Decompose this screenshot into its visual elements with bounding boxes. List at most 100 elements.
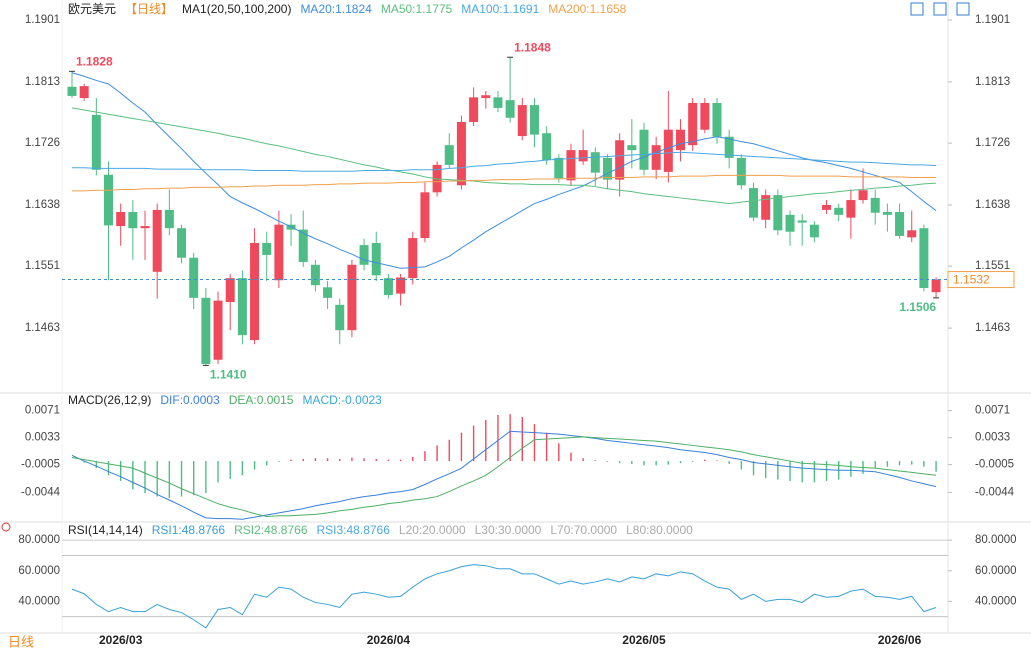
candle-body <box>505 100 515 118</box>
y-tick-label: 0.0033 <box>25 432 60 444</box>
y-tick-label: 1.1551 <box>25 260 60 272</box>
indicator-line <box>71 564 937 629</box>
candle-body <box>797 220 807 223</box>
annotation: 1.1506 <box>899 300 936 314</box>
candle-body <box>128 212 138 229</box>
candle-body <box>615 140 625 180</box>
legend-label: L80:80.0000 <box>626 523 693 537</box>
legend-label: DIF:0.0003 <box>160 393 220 407</box>
legend-label: RSI1:48.8766 <box>152 523 226 537</box>
y-tick-label-right: 1.1813 <box>975 76 1010 88</box>
candle-body <box>858 190 868 201</box>
candle-body <box>371 242 381 276</box>
x-tick-label: 2026/05 <box>622 633 666 647</box>
candle-body <box>907 230 917 238</box>
candle-body <box>201 297 211 364</box>
indicator-line <box>71 72 937 269</box>
candle-body <box>152 209 162 272</box>
candle-body <box>651 145 661 170</box>
y-tick-label-right: 80.0000 <box>975 534 1017 546</box>
y-tick-label: 1.1726 <box>25 137 60 149</box>
candle-body <box>578 150 588 162</box>
candle-body <box>79 86 89 99</box>
candle-body <box>396 277 406 294</box>
candle-body <box>749 188 759 218</box>
candle-body <box>323 287 333 298</box>
candle-body <box>91 114 101 170</box>
candle-body <box>456 121 466 186</box>
candle-body <box>724 136 734 158</box>
y-tick-label: 0.0071 <box>25 405 60 417</box>
y-tick-label-right: 1.1726 <box>975 137 1010 149</box>
candle-body <box>310 264 320 286</box>
candle-body <box>347 264 357 331</box>
last-price-tag <box>947 271 1015 289</box>
legend-label: RSI(14,14,14) <box>68 523 143 537</box>
y-tick-label: -0.0044 <box>21 486 61 498</box>
icon-layout[interactable] <box>933 2 947 16</box>
candle-body <box>590 152 600 173</box>
y-tick-label: 60.0000 <box>18 565 60 577</box>
annotation: 1.1828 <box>76 54 113 68</box>
candle-body <box>225 278 235 303</box>
x-tick-label: 2026/03 <box>99 633 143 647</box>
candle-body <box>663 129 673 172</box>
candle-body <box>420 192 430 239</box>
y-tick-label: 1.1638 <box>25 199 60 211</box>
candle-body <box>237 278 247 336</box>
candle-body <box>542 133 552 160</box>
legend-label: MA1(20,50,100,200) <box>182 2 291 16</box>
y-tick-label-right: 40.0000 <box>975 595 1017 607</box>
y-tick-label: 1.1901 <box>25 14 60 26</box>
legend-label: RSI2:48.8766 <box>234 523 308 537</box>
candle-body <box>895 212 905 236</box>
candle-body <box>602 157 612 180</box>
candle-body <box>335 304 345 331</box>
candle-body <box>822 204 832 210</box>
candle-body <box>359 245 369 265</box>
legend-label: DEA:0.0015 <box>229 393 294 407</box>
candle-body <box>773 195 783 231</box>
legend-label: L30:30.0000 <box>475 523 542 537</box>
candle-body <box>104 174 114 226</box>
legend-label: L20:20.0000 <box>399 523 466 537</box>
candle-body <box>140 226 150 229</box>
legend-label: MA100:1.1691 <box>461 2 539 16</box>
legend-label: L70:70.0000 <box>550 523 617 537</box>
y-tick-label: 80.0000 <box>18 534 60 546</box>
indicator-line <box>71 436 937 517</box>
candle-body <box>517 105 527 137</box>
candle-body <box>554 157 564 179</box>
candle-body <box>834 207 844 215</box>
candle-body <box>529 105 539 135</box>
y-tick-label: 1.1813 <box>25 76 60 88</box>
candle-body <box>919 228 929 288</box>
indicator-line <box>72 174 937 192</box>
candle-body <box>189 257 199 298</box>
candle-body <box>846 200 856 218</box>
y-tick-label-right: 1.1901 <box>975 14 1010 26</box>
candle-body <box>177 228 187 258</box>
period-button[interactable]: 日线 <box>8 634 34 649</box>
icon-expand[interactable] <box>910 2 924 16</box>
y-tick-label-right: 1.1551 <box>975 260 1010 272</box>
candle-body <box>566 150 576 181</box>
y-tick-label-right: 1.1463 <box>975 322 1010 334</box>
candle-body <box>700 102 710 130</box>
y-tick-label-right: -0.0044 <box>975 486 1015 498</box>
annotation: 1.1848 <box>514 40 551 54</box>
candle-body <box>809 224 819 238</box>
legend-label: MACD:-0.0023 <box>302 393 382 407</box>
crosshair-icon[interactable] <box>1 522 11 532</box>
icon-settings[interactable] <box>956 2 970 16</box>
y-tick-label-right: 1.1638 <box>975 199 1010 211</box>
candle-body <box>298 229 308 262</box>
candle-body <box>627 145 637 151</box>
candle-body <box>493 97 503 108</box>
candle-body <box>712 102 722 137</box>
y-tick-label: 1.1463 <box>25 322 60 334</box>
annotation: 1.1410 <box>210 368 247 382</box>
legend-label: MACD(26,12,9) <box>68 393 151 407</box>
legend-label: MA200:1.1658 <box>548 2 626 16</box>
